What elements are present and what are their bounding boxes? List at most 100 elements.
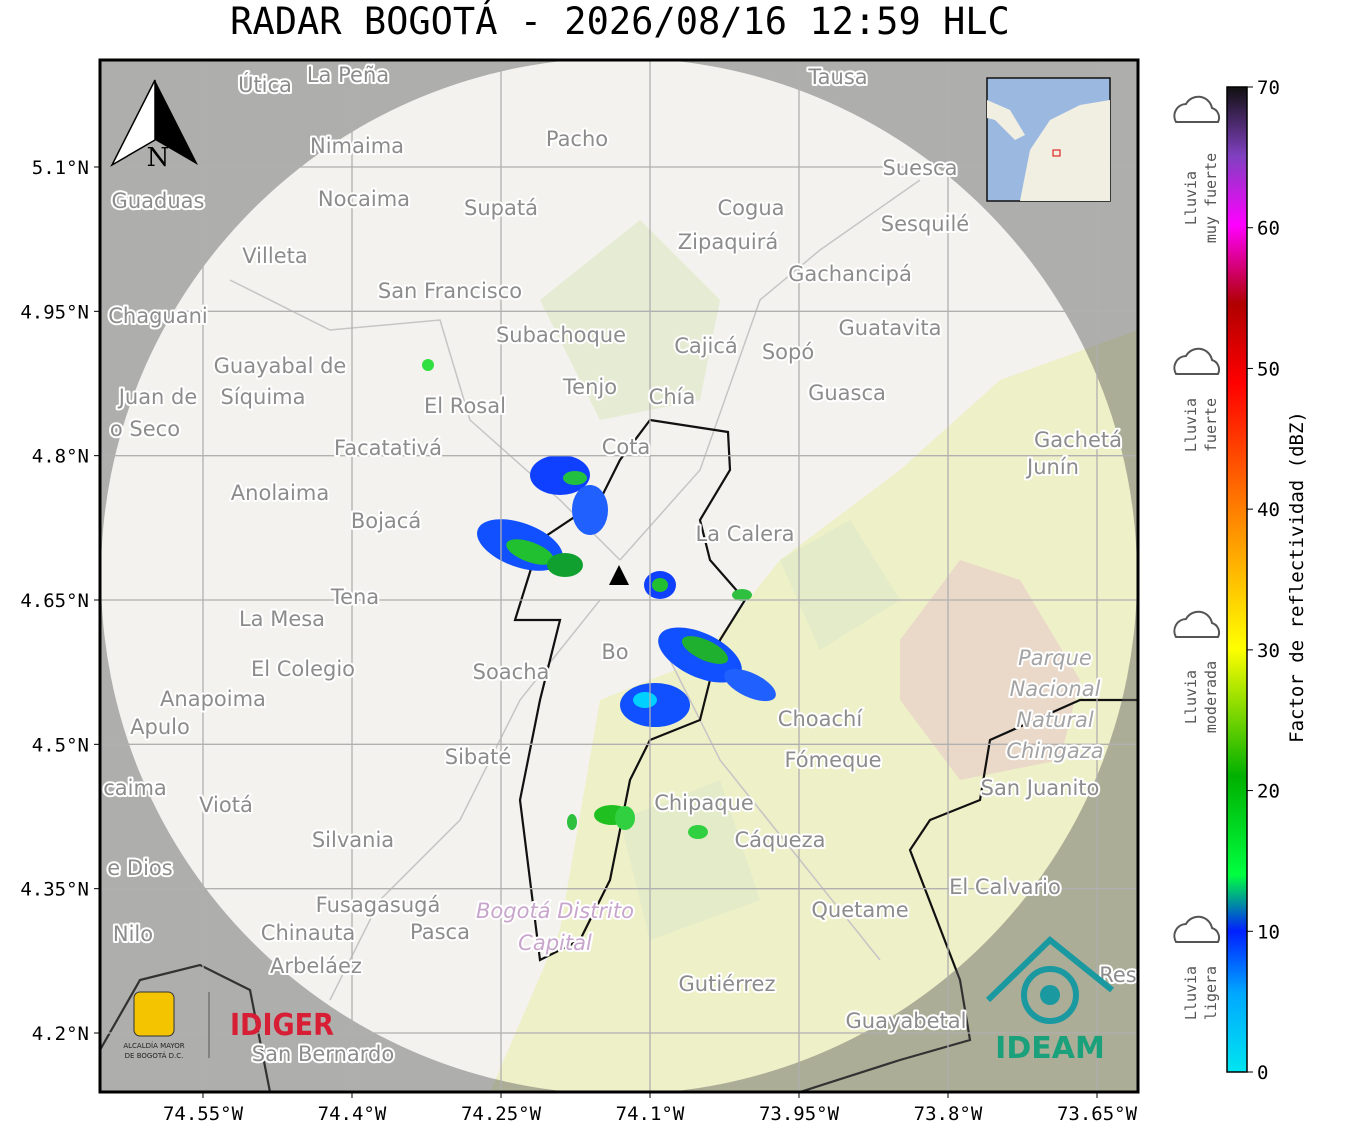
x-tick-label: 74.1°W [616, 1103, 685, 1125]
rain-category: Lluvia moderada [1173, 610, 1221, 733]
place-label: Guasca [808, 381, 886, 405]
place-label: Juan de [117, 385, 198, 409]
place-label: Sesquilé [881, 212, 969, 236]
district-label: Capital [518, 931, 592, 955]
place-label: Suesca [883, 156, 958, 180]
place-label: El Calvario [949, 875, 1061, 899]
radar-echoes [422, 359, 776, 839]
map-area: Útica La Peña Tausa Pacho Nimaima Guaduas Noca… [100, 60, 1138, 1092]
y-tick-label: 4.35°N [20, 879, 89, 901]
place-label: Villeta [242, 244, 307, 268]
place-label: Gachetá [1034, 428, 1122, 452]
place-label: Tenjo [562, 375, 617, 399]
place-label: El Rosal [424, 394, 506, 418]
place-label: Cáqueza [735, 828, 826, 852]
park-label: Chingaza [1006, 739, 1103, 763]
x-tick-label: 73.8°W [914, 1103, 983, 1125]
logo-idiger: IDIGER [230, 1008, 334, 1043]
place-label: Chía [649, 385, 696, 409]
rain-category: Lluvia fuerte [1173, 347, 1221, 452]
place-label: Gachancipá [788, 262, 912, 286]
place-label: Guayabal de [214, 354, 347, 378]
place-label: Fusagasugá [316, 893, 441, 917]
rain-category-label: Lluvia [1182, 670, 1200, 724]
rain-category-label: fuerte [1202, 398, 1220, 452]
place-label: Supatá [464, 196, 538, 220]
colorbar-tick-label: 70 [1257, 77, 1280, 99]
place-label: Guaduas [112, 189, 205, 213]
park-label: Natural [1016, 708, 1094, 732]
grid [100, 60, 1138, 1092]
place-label: Subachoque [496, 323, 626, 347]
place-label: Anapoima [160, 687, 266, 711]
weather-icon [1173, 915, 1221, 943]
x-tick-label: 74.4°W [318, 1103, 387, 1125]
place-label: La Mesa [239, 607, 325, 631]
place-label: La Peña [307, 63, 389, 87]
map-frame [98, 58, 1140, 1094]
place-label: Chipaque [654, 791, 754, 815]
place-label: Fómeque [784, 748, 881, 772]
place-label: Soacha [473, 660, 550, 684]
x-tick-label: 73.95°W [759, 1103, 840, 1125]
place-label: Tena [330, 585, 379, 609]
place-label: Facatativá [334, 436, 442, 460]
colorbar-tick-label: 10 [1257, 921, 1280, 943]
colorbar: Factor de reflectividad (dBZ) 0 10 20 30 40 5… [1226, 77, 1308, 1084]
park-label: Parque [1018, 646, 1092, 670]
place-label: San Juanito [981, 776, 1100, 800]
place-label: San Bernardo [252, 1042, 394, 1066]
place-label: Tausa [807, 65, 867, 89]
rain-category-label: Lluvia [1182, 398, 1200, 452]
colorbar-tick-label: 30 [1257, 640, 1280, 662]
title: RADAR BOGOTÁ - 2026/08/16 12:59 HLC [230, 0, 1010, 43]
place-label: Bo [601, 640, 628, 664]
rain-category-label: muy fuerte [1202, 153, 1220, 243]
place-label: e Dios [107, 856, 172, 880]
x-tick-label: 74.55°W [163, 1103, 244, 1125]
place-label: San Francisco [378, 279, 522, 303]
place-label: Síquima [221, 385, 306, 409]
place-labels: Útica La Peña Tausa Pacho Nimaima Guaduas Noca… [101, 61, 1138, 1068]
colorbar-tick-label: 20 [1257, 781, 1280, 803]
colorbar-tick-label: 50 [1257, 358, 1280, 380]
place-label: Anolaima [231, 481, 329, 505]
place-label: Pasca [410, 920, 470, 944]
place-label: o Seco [110, 417, 180, 441]
place-label: Chinauta [261, 921, 355, 945]
park-label: Nacional [1010, 677, 1101, 701]
place-label: Silvania [312, 828, 394, 852]
place-label: Apulo [130, 715, 190, 739]
logo-text: ALCALDÍA MAYOR [123, 1041, 184, 1050]
place-label: La Calera [695, 522, 794, 546]
roads [229, 179, 921, 1001]
north-arrow: N [110, 79, 198, 173]
place-label: Sibaté [445, 745, 512, 769]
place-label: Útica [238, 72, 292, 97]
place-label: Sopó [762, 340, 814, 364]
axes: 74.55°W 74.4°W 74.25°W 74.1°W 73.95°W 73.8°W 7… [20, 157, 1137, 1125]
boundaries [100, 418, 1138, 1092]
colorbar-tick-label: 40 [1257, 499, 1280, 521]
place-label: Nilo [113, 922, 153, 946]
logo-ideam: IDEAM [985, 936, 1114, 1066]
terrain [900, 560, 1080, 780]
place-label: Nocaima [318, 187, 410, 211]
north-label: N [147, 143, 170, 173]
rain-category-label: moderada [1202, 661, 1220, 733]
rain-category: Lluvia muy fuerte [1173, 95, 1221, 243]
place-label: caima [103, 776, 167, 800]
place-label: Choachí [778, 707, 864, 731]
rain-category-label: Lluvia [1182, 966, 1200, 1020]
weather-icon [1173, 347, 1221, 375]
colorbar-tick-label: 60 [1257, 218, 1280, 240]
place-label: Junín [1025, 455, 1079, 479]
x-tick-label: 73.65°W [1057, 1103, 1138, 1125]
district-label: Bogotá Distrito [476, 899, 634, 923]
y-tick-label: 5.1°N [32, 157, 89, 179]
radar-site [609, 565, 629, 585]
place-label: Gutiérrez [679, 972, 776, 996]
